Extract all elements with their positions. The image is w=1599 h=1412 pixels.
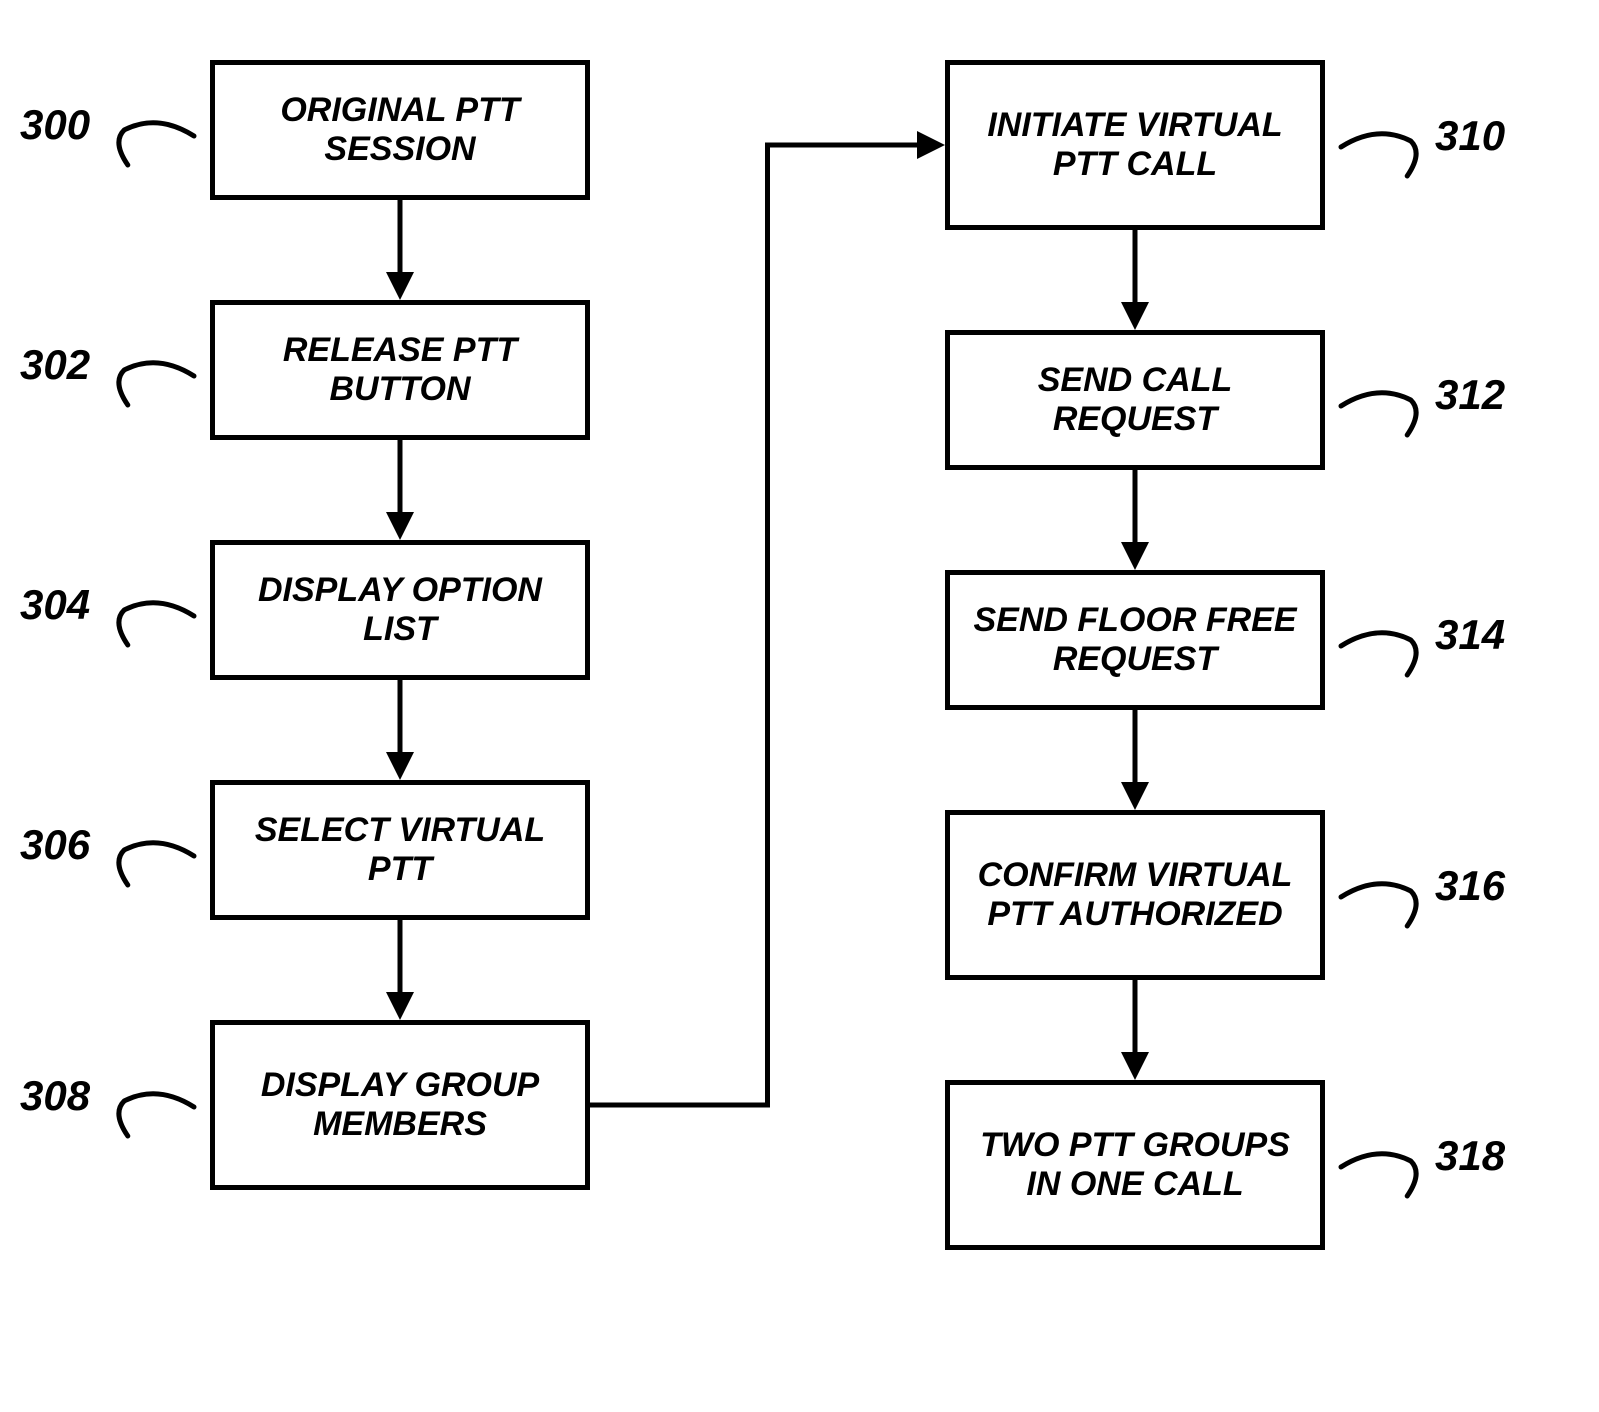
ref-label-314: 314 <box>1435 611 1505 659</box>
ref-arc-312 <box>1337 379 1427 439</box>
ref-arc-310 <box>1337 120 1427 180</box>
edge-n302-n304 <box>370 440 430 540</box>
edge-n308-n310 <box>590 125 945 1125</box>
flow-node-304: DISPLAY OPTION LIST <box>210 540 590 680</box>
flow-node-300: ORIGINAL PTT SESSION <box>210 60 590 200</box>
flow-node-302: RELEASE PTT BUTTON <box>210 300 590 440</box>
edge-n314-n316 <box>1105 710 1165 810</box>
ref-label-302: 302 <box>20 341 90 389</box>
ref-arc-314 <box>1337 619 1427 679</box>
ref-arc-308 <box>108 1080 198 1140</box>
edge-n312-n314 <box>1105 470 1165 570</box>
flow-node-306: SELECT VIRTUAL PTT <box>210 780 590 920</box>
flow-node-312: SEND CALL REQUEST <box>945 330 1325 470</box>
flow-node-308: DISPLAY GROUP MEMBERS <box>210 1020 590 1190</box>
edge-n306-n308 <box>370 920 430 1020</box>
flowchart-container: ORIGINAL PTT SESSION 300 RELEASE PTT BUTTO… <box>0 0 1599 1412</box>
ref-arc-300 <box>108 109 198 169</box>
ref-arc-304 <box>108 589 198 649</box>
ref-arc-302 <box>108 349 198 409</box>
ref-arc-316 <box>1337 870 1427 930</box>
edge-n316-n318 <box>1105 980 1165 1080</box>
ref-label-306: 306 <box>20 821 90 869</box>
flow-node-314: SEND FLOOR FREE REQUEST <box>945 570 1325 710</box>
edge-n310-n312 <box>1105 230 1165 330</box>
edge-n300-n302 <box>370 200 430 300</box>
ref-arc-306 <box>108 829 198 889</box>
edge-n304-n306 <box>370 680 430 780</box>
ref-label-312: 312 <box>1435 371 1505 419</box>
flow-node-318: TWO PTT GROUPS IN ONE CALL <box>945 1080 1325 1250</box>
ref-label-300: 300 <box>20 101 90 149</box>
ref-label-308: 308 <box>20 1072 90 1120</box>
ref-label-318: 318 <box>1435 1132 1505 1180</box>
flow-node-310: INITIATE VIRTUAL PTT CALL <box>945 60 1325 230</box>
ref-arc-318 <box>1337 1140 1427 1200</box>
ref-label-304: 304 <box>20 581 90 629</box>
ref-label-310: 310 <box>1435 112 1505 160</box>
ref-label-316: 316 <box>1435 862 1505 910</box>
flow-node-316: CONFIRM VIRTUAL PTT AUTHORIZED <box>945 810 1325 980</box>
